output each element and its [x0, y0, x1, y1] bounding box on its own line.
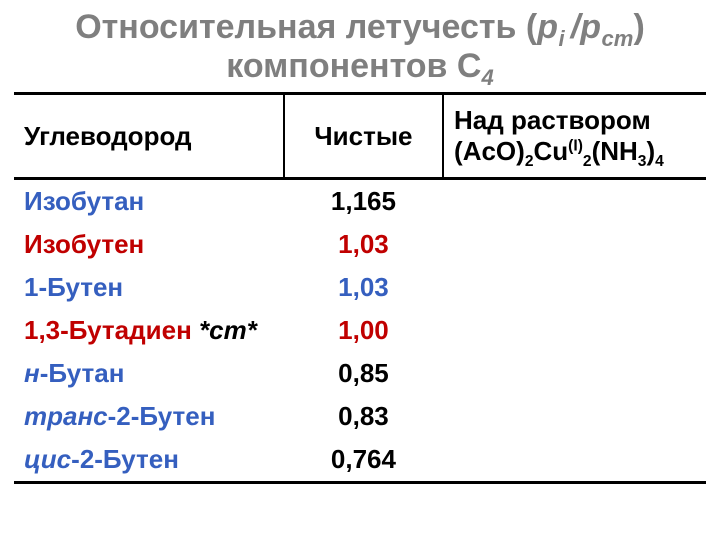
table-row: 1-Бутен1,03 — [14, 266, 706, 309]
symbol-pst: pст — [580, 8, 633, 46]
table-row: Изобутан1,165 — [14, 179, 706, 224]
cell-pure: 1,165 — [284, 179, 443, 224]
cell-solution — [443, 438, 706, 483]
table-body: Изобутан1,165Изобутен1,031-Бутен1,031,3-… — [14, 179, 706, 483]
table-row: цис-2-Бутен0,764 — [14, 438, 706, 483]
col-hydrocarbon: Углеводород — [14, 94, 284, 179]
title-text: Относительная летучесть ( — [75, 8, 537, 46]
cell-pure: 1,00 — [284, 309, 443, 352]
table-row: Изобутен1,03 — [14, 223, 706, 266]
title-text: ) — [633, 8, 644, 46]
cell-pure: 0,764 — [284, 438, 443, 483]
page-title: Относительная летучесть (pi /pст) компон… — [14, 8, 706, 86]
table-row: 1,3-Бутадиен *ст*1,00 — [14, 309, 706, 352]
cell-solution — [443, 179, 706, 224]
cell-solution — [443, 395, 706, 438]
table-row: н-Бутан0,85 — [14, 352, 706, 395]
volatility-table: Углеводород Чистые Над раствором (AcO)2C… — [14, 92, 706, 484]
cell-pure: 0,85 — [284, 352, 443, 395]
cell-hydrocarbon: Изобутен — [14, 223, 284, 266]
slide-page: Относительная летучесть (pi /pст) компон… — [0, 0, 720, 540]
col-pure: Чистые — [284, 94, 443, 179]
cell-solution — [443, 266, 706, 309]
cell-hydrocarbon: 1-Бутен — [14, 266, 284, 309]
symbol-pi: pi — [537, 8, 571, 46]
cell-pure: 0,83 — [284, 395, 443, 438]
title-text: компонентов С — [226, 47, 481, 85]
cell-solution — [443, 309, 706, 352]
cell-hydrocarbon: цис-2-Бутен — [14, 438, 284, 483]
cell-hydrocarbon: транс-2-Бутен — [14, 395, 284, 438]
title-line1: Относительная летучесть (pi /pст) — [75, 8, 645, 46]
cell-hydrocarbon: 1,3-Бутадиен *ст* — [14, 309, 284, 352]
table-row: транс-2-Бутен0,83 — [14, 395, 706, 438]
symbol-slash: / — [571, 8, 580, 46]
cell-hydrocarbon: Изобутан — [14, 179, 284, 224]
cell-solution — [443, 223, 706, 266]
col-solution: Над раствором (AcO)2Cu(I)2(NH3)4 — [443, 94, 706, 179]
cell-pure: 1,03 — [284, 266, 443, 309]
title-line2: компонентов С4 — [226, 47, 494, 85]
cell-solution — [443, 352, 706, 395]
cell-pure: 1,03 — [284, 223, 443, 266]
table-header-row: Углеводород Чистые Над раствором (AcO)2C… — [14, 94, 706, 179]
cell-hydrocarbon: н-Бутан — [14, 352, 284, 395]
title-sub: 4 — [481, 65, 493, 90]
